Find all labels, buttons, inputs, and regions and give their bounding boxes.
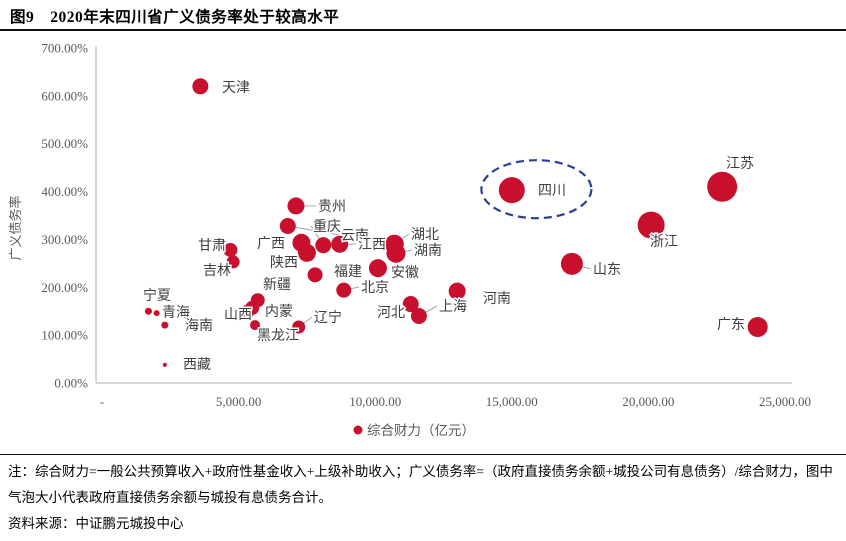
legend-marker-icon: [353, 425, 363, 435]
bubble-湖南: [386, 243, 406, 263]
bubble-甘肃: [223, 242, 238, 257]
bubble-label-甘肃: 甘肃: [198, 238, 226, 254]
y-tick-label: 700.00%: [41, 41, 88, 56]
bubble-重庆: [315, 237, 332, 254]
bubble-label-黑龙江: 黑龙江: [257, 328, 299, 344]
bubble-四川: [498, 177, 525, 204]
bubble-label-四川: 四川: [538, 184, 566, 199]
page-title: 图9 2020年末四川省广义债务率处于较高水平: [10, 9, 340, 26]
bubble-label-福建: 福建: [334, 264, 362, 280]
bubble-海南: [161, 321, 169, 329]
x-tick-label: -: [100, 394, 104, 409]
title-rule: [0, 29, 846, 31]
y-tick-label: 400.00%: [41, 184, 88, 199]
notes-rule: [0, 454, 846, 455]
y-tick-label: 600.00%: [41, 88, 88, 103]
x-tick-label: 5,000.00: [216, 394, 262, 409]
x-tick-label: 15,000.00: [486, 394, 538, 409]
bubble-label-贵州: 贵州: [318, 199, 346, 215]
bubble-label-河北: 河北: [377, 305, 405, 321]
bubble-label-天津: 天津: [222, 80, 250, 96]
bubble-label-广东: 广东: [717, 317, 745, 333]
bubble-label-山西: 山西: [224, 307, 252, 323]
source-text: 资料来源：中证鹏元城投中心: [8, 516, 184, 531]
bubble-安徽: [368, 259, 387, 278]
bubble-label-新疆: 新疆: [263, 277, 291, 293]
bubble-label-江西: 江西: [358, 237, 386, 253]
bubble-陕西: [297, 243, 316, 262]
bubble-河北: [402, 296, 419, 313]
x-tick-label: 10,000.00: [349, 394, 401, 409]
bubble-label-青海: 青海: [162, 305, 190, 321]
bubble-label-吉林: 吉林: [203, 263, 231, 279]
bubble-河南: [448, 282, 466, 300]
bubble-青海: [153, 310, 160, 317]
bubble-吉林: [226, 255, 240, 269]
bubble-label-湖北: 湖北: [411, 227, 439, 243]
bubble-label-广西: 广西: [257, 236, 285, 252]
bubble-上海: [410, 308, 427, 324]
bubble-label-江苏: 江苏: [726, 156, 754, 172]
bubble-山西: [239, 305, 254, 320]
bubble-宁夏: [144, 307, 152, 315]
highlight-ellipse-sichuan: [480, 159, 593, 220]
bubble-label-陕西: 陕西: [270, 255, 298, 271]
bubble-label-云南: 云南: [341, 228, 369, 244]
bubble-云南: [279, 218, 296, 235]
bubble-江苏: [707, 171, 738, 202]
bubble-label-湖南: 湖南: [414, 243, 442, 259]
bubble-label-浙江: 浙江: [650, 234, 678, 250]
y-tick-label: 0.00%: [54, 376, 88, 391]
bubble-label-河南: 河南: [483, 291, 511, 307]
bubble-贵州: [287, 197, 305, 215]
bubble-江西: [331, 235, 349, 253]
bubble-label-安徽: 安徽: [391, 265, 419, 281]
bubble-广东: [747, 317, 768, 338]
bubble-label-西藏: 西藏: [183, 357, 211, 373]
bubble-label-海南: 海南: [185, 318, 213, 334]
x-tick-label: 25,000.00: [759, 394, 811, 409]
y-axis-title: 广义债务率: [8, 195, 23, 260]
bubble-label-上海: 上海: [439, 299, 467, 315]
bubble-辽宁: [292, 320, 306, 334]
x-tick-label: 20,000.00: [622, 394, 674, 409]
bubble-label-北京: 北京: [361, 280, 389, 296]
note-text: 注：综合财力=一般公共预算收入+政府性基金收入+上级补助收入；广义债务率=（政府…: [8, 464, 833, 505]
y-tick-label: 300.00%: [41, 232, 88, 247]
bubble-label-山东: 山东: [593, 262, 621, 278]
bubble-黑龙江: [249, 320, 260, 331]
y-tick-label: 500.00%: [41, 136, 88, 151]
bubble-天津: [192, 78, 209, 95]
bubble-label-内蒙: 内蒙: [265, 304, 293, 320]
y-tick-label: 100.00%: [41, 328, 88, 343]
bubble-浙江: [637, 211, 665, 239]
y-tick-label: 200.00%: [41, 280, 88, 295]
bubble-label-重庆: 重庆: [313, 219, 341, 235]
figure-notes: 注：综合财力=一般公共预算收入+政府性基金收入+上级补助收入；广义债务率=（政府…: [8, 459, 840, 537]
bubble-福建: [307, 267, 323, 283]
bubble-北京: [336, 282, 352, 298]
bubble-label-宁夏: 宁夏: [143, 287, 171, 304]
bubble-西藏: [162, 362, 167, 367]
legend-label: 综合财力（亿元）: [367, 423, 475, 438]
bubble-label-辽宁: 辽宁: [314, 309, 342, 326]
bubble-山东: [560, 252, 583, 275]
